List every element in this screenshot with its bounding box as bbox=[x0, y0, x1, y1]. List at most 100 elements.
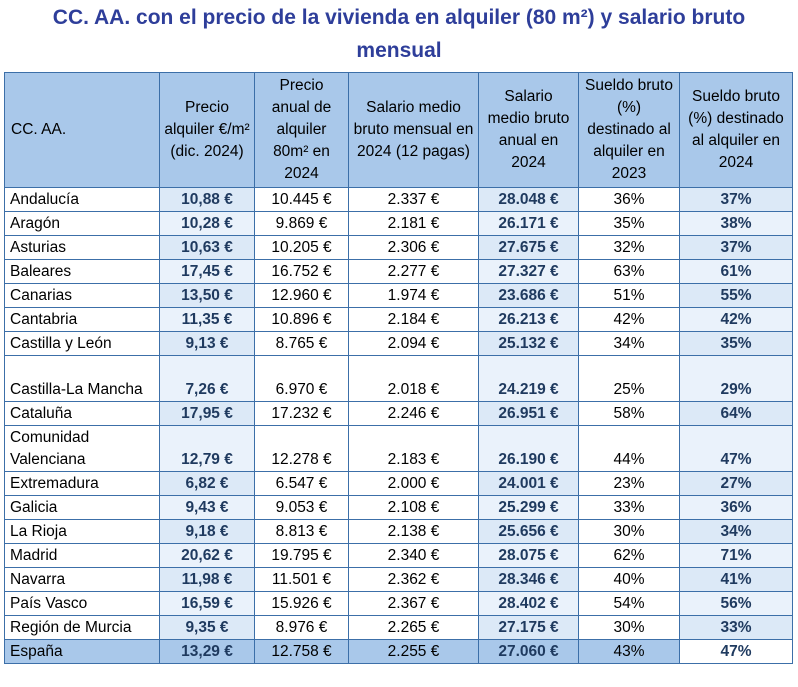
cell-pct-2023: 35% bbox=[578, 211, 680, 236]
cell-pct-2024: 56% bbox=[679, 591, 793, 616]
cell-pct-2024: 34% bbox=[679, 519, 793, 544]
cell-annual-salary: 28.075 € bbox=[478, 543, 579, 568]
cell-pct-2024: 55% bbox=[679, 283, 793, 308]
cell-region: País Vasco bbox=[4, 591, 160, 616]
cell-monthly-salary: 2.340 € bbox=[348, 543, 479, 568]
cell-monthly-salary: 2.000 € bbox=[348, 471, 479, 496]
cell-annual-salary: 28.048 € bbox=[478, 187, 579, 212]
table-row: Asturias 10,63 €10.205 €2.306 €27.675 €32… bbox=[4, 235, 793, 260]
cell-pct-2023: 43% bbox=[578, 639, 680, 664]
table-row: Aragón 10,28 €9.869 €2.181 €26.171 €35% 38… bbox=[4, 211, 793, 236]
cell-annual-rent: 16.752 € bbox=[254, 259, 349, 284]
cell-pct-2023: 30% bbox=[578, 615, 680, 640]
cell-annual-rent: 6.970 € bbox=[254, 355, 349, 402]
cell-region: Aragón bbox=[4, 211, 160, 236]
cell-annual-salary: 26.951 € bbox=[478, 401, 579, 426]
cell-region: Madrid bbox=[4, 543, 160, 568]
cell-region: Canarias bbox=[4, 283, 160, 308]
cell-monthly-salary: 2.183 € bbox=[348, 425, 479, 472]
table-row: Andalucía 10,88 €10.445 €2.337 €28.048 €3… bbox=[4, 187, 793, 212]
cell-annual-salary: 26.190 € bbox=[478, 425, 579, 472]
cell-annual-salary: 26.213 € bbox=[478, 307, 579, 332]
cell-pct-2023: 58% bbox=[578, 401, 680, 426]
table-row: La Rioja 9,18 €8.813 €2.138 €25.656 €30% 3… bbox=[4, 519, 793, 544]
cell-annual-salary: 26.171 € bbox=[478, 211, 579, 236]
cell-price-m2: 10,63 € bbox=[159, 235, 255, 260]
cell-region: Cataluña bbox=[4, 401, 160, 426]
cell-pct-2023: 30% bbox=[578, 519, 680, 544]
cell-monthly-salary: 2.181 € bbox=[348, 211, 479, 236]
table-row: País Vasco 16,59 €15.926 €2.367 €28.402 €… bbox=[4, 591, 793, 616]
cell-monthly-salary: 2.108 € bbox=[348, 495, 479, 520]
table-row: Extremadura 6,82 €6.547 €2.000 €24.001 €2… bbox=[4, 471, 793, 496]
cell-monthly-salary: 2.362 € bbox=[348, 567, 479, 592]
cell-monthly-salary: 2.265 € bbox=[348, 615, 479, 640]
column-header-annual-salary: Salario medio bruto anual en 2024 bbox=[478, 72, 579, 188]
cell-monthly-salary: 2.367 € bbox=[348, 591, 479, 616]
cell-region: Castilla y León bbox=[4, 331, 160, 356]
cell-price-m2: 17,45 € bbox=[159, 259, 255, 284]
cell-region: Galicia bbox=[4, 495, 160, 520]
table-row: Castilla-La Mancha 7,26 €6.970 €2.018 €24… bbox=[4, 355, 793, 402]
cell-region: Región de Murcia bbox=[4, 615, 160, 640]
cell-pct-2024: 71% bbox=[679, 543, 793, 568]
cell-annual-rent: 17.232 € bbox=[254, 401, 349, 426]
table-header-row: CC. AA. Precio alquiler €/m² (dic. 2024)… bbox=[4, 72, 793, 188]
table-row: Navarra 11,98 €11.501 €2.362 €28.346 €40%… bbox=[4, 567, 793, 592]
cell-annual-salary: 27.175 € bbox=[478, 615, 579, 640]
cell-monthly-salary: 2.018 € bbox=[348, 355, 479, 402]
column-header-price-m2: Precio alquiler €/m² (dic. 2024) bbox=[159, 72, 255, 188]
column-header-pct-2023: Sueldo bruto (%) destinado al alquiler e… bbox=[578, 72, 680, 188]
cell-annual-salary: 28.402 € bbox=[478, 591, 579, 616]
cell-annual-rent: 8.765 € bbox=[254, 331, 349, 356]
cell-monthly-salary: 2.138 € bbox=[348, 519, 479, 544]
column-header-region: CC. AA. bbox=[4, 72, 160, 188]
cell-annual-rent: 12.960 € bbox=[254, 283, 349, 308]
cell-price-m2: 9,35 € bbox=[159, 615, 255, 640]
cell-price-m2: 9,13 € bbox=[159, 331, 255, 356]
cell-annual-salary: 25.656 € bbox=[478, 519, 579, 544]
cell-price-m2: 17,95 € bbox=[159, 401, 255, 426]
column-header-monthly-salary: Salario medio bruto mensual en 2024 (12 … bbox=[348, 72, 479, 188]
cell-price-m2: 7,26 € bbox=[159, 355, 255, 402]
cell-region: Asturias bbox=[4, 235, 160, 260]
cell-annual-salary: 27.327 € bbox=[478, 259, 579, 284]
table-row: Galicia 9,43 €9.053 €2.108 €25.299 €33% 36… bbox=[4, 495, 793, 520]
cell-price-m2: 11,98 € bbox=[159, 567, 255, 592]
cell-pct-2024: 61% bbox=[679, 259, 793, 284]
cell-pct-2023: 51% bbox=[578, 283, 680, 308]
cell-price-m2: 9,18 € bbox=[159, 519, 255, 544]
table-row: Castilla y León 9,13 €8.765 €2.094 €25.13… bbox=[4, 331, 793, 356]
cell-annual-rent: 19.795 € bbox=[254, 543, 349, 568]
cell-price-m2: 13,29 € bbox=[159, 639, 255, 664]
cell-annual-rent: 11.501 € bbox=[254, 567, 349, 592]
cell-pct-2024: 35% bbox=[679, 331, 793, 356]
cell-region: Comunidad Valenciana bbox=[4, 425, 160, 472]
column-header-annual-rent: Precio anual de alquiler 80m² en 2024 bbox=[254, 72, 349, 188]
cell-region: Baleares bbox=[4, 259, 160, 284]
cell-monthly-salary: 2.246 € bbox=[348, 401, 479, 426]
cell-annual-rent: 9.869 € bbox=[254, 211, 349, 236]
cell-price-m2: 16,59 € bbox=[159, 591, 255, 616]
cell-annual-salary: 24.001 € bbox=[478, 471, 579, 496]
data-table: CC. AA. Precio alquiler €/m² (dic. 2024)… bbox=[4, 72, 793, 664]
cell-pct-2024: 37% bbox=[679, 187, 793, 212]
cell-monthly-salary: 2.094 € bbox=[348, 331, 479, 356]
cell-region: Andalucía bbox=[4, 187, 160, 212]
cell-annual-rent: 12.758 € bbox=[254, 639, 349, 664]
cell-region: Castilla-La Mancha bbox=[4, 355, 160, 402]
cell-annual-salary: 28.346 € bbox=[478, 567, 579, 592]
cell-monthly-salary: 2.184 € bbox=[348, 307, 479, 332]
cell-pct-2023: 32% bbox=[578, 235, 680, 260]
cell-pct-2024: 47% bbox=[679, 639, 793, 664]
cell-annual-rent: 15.926 € bbox=[254, 591, 349, 616]
table-row: Cataluña 17,95 €17.232 €2.246 €26.951 €58… bbox=[4, 401, 793, 426]
cell-price-m2: 9,43 € bbox=[159, 495, 255, 520]
cell-price-m2: 12,79 € bbox=[159, 425, 255, 472]
cell-pct-2024: 27% bbox=[679, 471, 793, 496]
cell-annual-rent: 10.445 € bbox=[254, 187, 349, 212]
cell-region: Cantabria bbox=[4, 307, 160, 332]
table-row: Canarias 13,50 €12.960 €1.974 €23.686 €51… bbox=[4, 283, 793, 308]
cell-annual-rent: 8.976 € bbox=[254, 615, 349, 640]
cell-annual-rent: 12.278 € bbox=[254, 425, 349, 472]
